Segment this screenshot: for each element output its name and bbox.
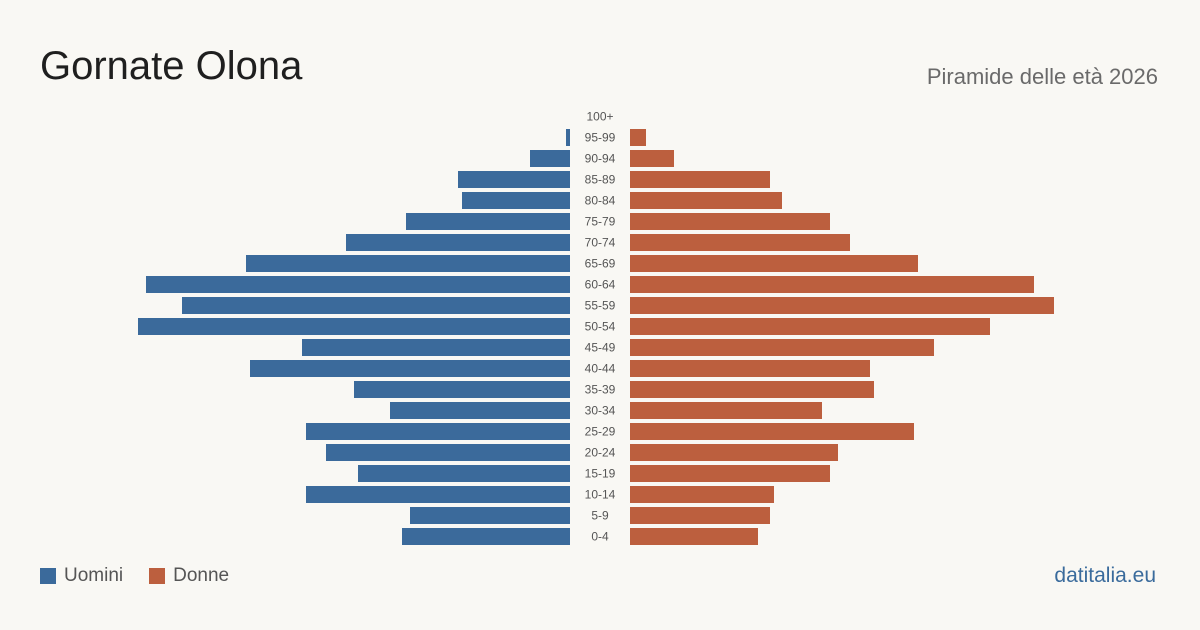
bar-female-35-39 xyxy=(630,381,874,398)
age-label-75-79: 75-79 xyxy=(585,215,616,229)
bar-male-80-84 xyxy=(462,192,570,209)
bar-male-55-59 xyxy=(182,297,570,314)
bar-female-45-49 xyxy=(630,339,934,356)
age-label-35-39: 35-39 xyxy=(585,383,616,397)
bar-male-70-74 xyxy=(346,234,570,251)
bar-male-65-69 xyxy=(246,255,570,272)
bar-female-50-54 xyxy=(630,318,990,335)
bar-female-10-14 xyxy=(630,486,774,503)
bar-female-95-99 xyxy=(630,129,646,146)
age-label-40-44: 40-44 xyxy=(585,362,616,376)
age-label-50-54: 50-54 xyxy=(585,320,616,334)
age-label-25-29: 25-29 xyxy=(585,425,616,439)
legend-swatch-female xyxy=(149,568,166,584)
age-label-70-74: 70-74 xyxy=(585,236,616,250)
legend-item-male: Uomini xyxy=(40,565,123,587)
bar-male-30-34 xyxy=(390,402,570,419)
age-label-80-84: 80-84 xyxy=(585,194,616,208)
chart-subtitle: Piramide delle età 2026 xyxy=(926,64,1158,89)
bar-male-90-94 xyxy=(530,150,570,167)
legend-label-female: Donne xyxy=(173,565,230,586)
page-title: Gornate Olona xyxy=(40,44,303,88)
bar-female-15-19 xyxy=(630,465,830,482)
bar-male-0-4 xyxy=(402,528,570,545)
legend-swatch-male xyxy=(40,568,56,584)
chart-legend: Uomini Donne xyxy=(40,565,255,587)
bar-female-85-89 xyxy=(630,171,770,188)
age-label-10-14: 10-14 xyxy=(585,488,616,502)
bar-female-75-79 xyxy=(630,213,830,230)
bar-male-25-29 xyxy=(306,423,570,440)
source-link[interactable]: datitalia.eu xyxy=(1054,564,1156,587)
bar-male-40-44 xyxy=(250,360,570,377)
bar-male-15-19 xyxy=(358,465,570,482)
bar-male-95-99 xyxy=(566,129,570,146)
bar-male-75-79 xyxy=(406,213,570,230)
bar-female-40-44 xyxy=(630,360,870,377)
bar-male-45-49 xyxy=(302,339,570,356)
bar-male-50-54 xyxy=(138,318,570,335)
age-label-20-24: 20-24 xyxy=(585,446,616,460)
bar-female-80-84 xyxy=(630,192,782,209)
bar-male-20-24 xyxy=(326,444,570,461)
bar-male-10-14 xyxy=(306,486,570,503)
bar-female-60-64 xyxy=(630,276,1034,293)
age-label-65-69: 65-69 xyxy=(585,257,616,271)
age-label-90-94: 90-94 xyxy=(585,152,616,166)
age-label-5-9: 5-9 xyxy=(591,509,609,523)
bar-male-35-39 xyxy=(354,381,570,398)
bar-female-0-4 xyxy=(630,528,758,545)
bar-female-30-34 xyxy=(630,402,822,419)
bar-male-5-9 xyxy=(410,507,570,524)
bar-female-65-69 xyxy=(630,255,918,272)
legend-item-female: Donne xyxy=(149,565,229,587)
age-label-95-99: 95-99 xyxy=(585,131,616,145)
age-label-0-4: 0-4 xyxy=(591,530,609,544)
bar-female-90-94 xyxy=(630,150,674,167)
bar-female-25-29 xyxy=(630,423,914,440)
bar-female-70-74 xyxy=(630,234,850,251)
age-label-30-34: 30-34 xyxy=(585,404,616,418)
bar-female-5-9 xyxy=(630,507,770,524)
age-label-60-64: 60-64 xyxy=(585,278,616,292)
bar-female-55-59 xyxy=(630,297,1054,314)
age-label-100+: 100+ xyxy=(586,110,613,124)
bar-female-20-24 xyxy=(630,444,838,461)
legend-label-male: Uomini xyxy=(64,565,124,586)
age-label-85-89: 85-89 xyxy=(585,173,616,187)
bar-male-60-64 xyxy=(146,276,570,293)
age-label-45-49: 45-49 xyxy=(585,341,616,355)
age-label-15-19: 15-19 xyxy=(585,467,616,481)
age-label-55-59: 55-59 xyxy=(585,299,616,313)
bar-male-85-89 xyxy=(458,171,570,188)
